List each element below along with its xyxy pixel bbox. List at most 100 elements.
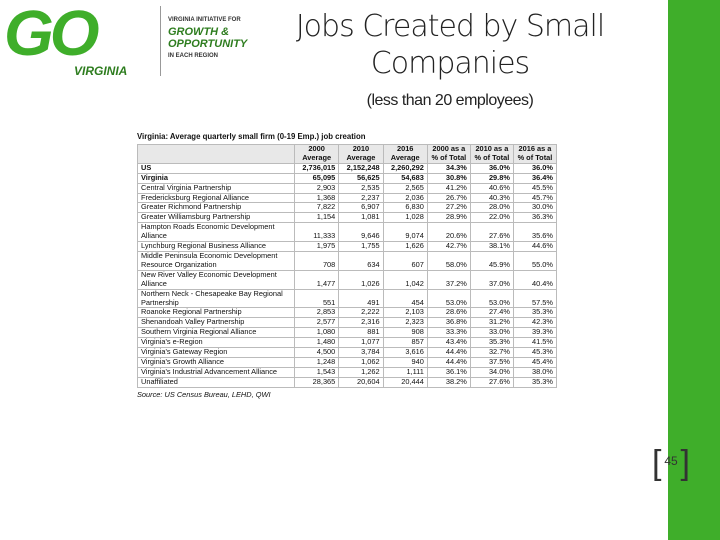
cell: 27.4% bbox=[469, 307, 514, 319]
row-label: Unaffiliated bbox=[137, 376, 295, 388]
tagline-line: VIRGINIA INITIATIVE FOR bbox=[168, 17, 241, 23]
table-row: Virginia's Gateway Region 4,500 3,784 3,616… bbox=[137, 347, 558, 358]
row-label: Greater Richmond Partnership bbox=[137, 202, 295, 214]
cell: 2,853 bbox=[293, 307, 340, 319]
table-row: Southern Virginia Regional Alliance 1,080… bbox=[137, 327, 558, 339]
table-row: Virginia 65,095 56,625 54,683 30.8% 29.8% 36.4… bbox=[137, 172, 558, 184]
cell: 2,903 bbox=[293, 182, 340, 194]
cell: 40.3% bbox=[469, 192, 514, 204]
cell: 44.4% bbox=[426, 356, 471, 368]
cell: 1,477 bbox=[293, 269, 340, 290]
cell: 2,736,015 bbox=[293, 162, 340, 174]
cell: 27.2% bbox=[426, 202, 471, 214]
row-label: Virginia's Industrial Advancement Allian… bbox=[137, 366, 295, 378]
cell: 1,028 bbox=[382, 212, 428, 224]
table-row: Central Virginia Partnership 2,903 2,535 2,… bbox=[137, 182, 558, 194]
cell: 11,333 bbox=[293, 222, 340, 243]
logo-state: VIRGINIA bbox=[74, 64, 128, 78]
cell: 37.2% bbox=[426, 269, 471, 290]
row-label: Hampton Roads Economic Development Allia… bbox=[137, 222, 295, 243]
cell: 53.0% bbox=[469, 288, 514, 309]
cell: 1,080 bbox=[293, 327, 340, 339]
table-row: Virginia's Industrial Advancement Allian… bbox=[137, 366, 558, 378]
cell: 45.5% bbox=[512, 182, 558, 194]
row-label: Middle Peninsula Economic Development Re… bbox=[137, 250, 295, 271]
cell: 37.5% bbox=[469, 356, 514, 368]
cell: 2,036 bbox=[382, 192, 428, 204]
cell: 28,365 bbox=[293, 376, 340, 388]
cell: 27.6% bbox=[469, 222, 514, 243]
cell: 33.0% bbox=[469, 327, 514, 339]
cell: 2,260,292 bbox=[382, 162, 428, 174]
cell: 2,103 bbox=[382, 307, 428, 319]
tagline-line: OPPORTUNITY bbox=[168, 38, 248, 50]
cell: 2,565 bbox=[382, 182, 428, 194]
cell: 45.3% bbox=[512, 347, 558, 358]
row-label: Fredericksburg Regional Alliance bbox=[137, 192, 295, 204]
cell: 42.3% bbox=[512, 317, 558, 329]
cell: 45.9% bbox=[469, 250, 514, 271]
cell: 35.3% bbox=[512, 307, 558, 319]
cell: 36.8% bbox=[426, 317, 471, 329]
table-row: Hampton Roads Economic Development Allia… bbox=[137, 222, 558, 243]
cell: 1,154 bbox=[293, 212, 340, 224]
source: Source: US Census Bureau, LEHD, QWI bbox=[137, 389, 271, 399]
cell: 35.3% bbox=[512, 376, 558, 388]
cell: 634 bbox=[338, 250, 384, 271]
cell: 2,316 bbox=[338, 317, 384, 329]
cell: 6,907 bbox=[338, 202, 384, 214]
cell: 37.0% bbox=[469, 269, 514, 290]
row-label: Virginia's Growth Alliance bbox=[137, 356, 295, 368]
table-row: Greater Williamsburg Partnership 1,154 1,0… bbox=[137, 212, 558, 224]
cell: 940 bbox=[382, 356, 428, 368]
logo: GO VIRGINIA VIRGINIA INITIATIVE FOR GROW… bbox=[4, 0, 274, 82]
cell: 41.2% bbox=[426, 182, 471, 194]
column-header: 2000 Average bbox=[293, 144, 340, 164]
column-header bbox=[137, 144, 295, 164]
cell: 607 bbox=[382, 250, 428, 271]
cell: 2,222 bbox=[338, 307, 384, 319]
table-row: Virginia's Growth Alliance 1,248 1,062 940 4… bbox=[137, 356, 558, 368]
row-label: US bbox=[137, 162, 295, 174]
cell: 29.8% bbox=[469, 172, 514, 184]
cell: 38.0% bbox=[512, 366, 558, 378]
row-label: Virginia bbox=[137, 172, 295, 184]
row-label: Northern Neck - Chesapeake Bay Regional … bbox=[137, 288, 295, 309]
cell: 45.7% bbox=[512, 192, 558, 204]
tagline: VIRGINIA INITIATIVE FOR GROWTH & OPPORTU… bbox=[168, 14, 247, 62]
cell: 708 bbox=[293, 250, 340, 271]
cell: 36.0% bbox=[512, 162, 558, 174]
logo-mark: GO bbox=[4, 0, 100, 69]
cell: 28.9% bbox=[426, 212, 471, 224]
cell: 36.4% bbox=[512, 172, 558, 184]
table: 2000 Average 2010 Average 2016 Average 2000… bbox=[137, 144, 558, 388]
cell: 6,830 bbox=[382, 202, 428, 214]
cell: 454 bbox=[382, 288, 428, 309]
cell: 881 bbox=[338, 327, 384, 339]
cell: 9,646 bbox=[338, 222, 384, 243]
cell: 908 bbox=[382, 327, 428, 339]
cell: 2,323 bbox=[382, 317, 428, 329]
cell: 31.2% bbox=[469, 317, 514, 329]
row-label: Virginia's e-Region bbox=[137, 337, 295, 349]
cell: 42.7% bbox=[426, 241, 471, 252]
row-label: Virginia's Gateway Region bbox=[137, 347, 295, 358]
table-row: Middle Peninsula Economic Development Re… bbox=[137, 250, 558, 271]
table-row: Fredericksburg Regional Alliance 1,368 2,2… bbox=[137, 192, 558, 204]
cell: 39.3% bbox=[512, 327, 558, 339]
cell: 2,152,248 bbox=[338, 162, 384, 174]
cell: 44.4% bbox=[426, 347, 471, 358]
row-label: Central Virginia Partnership bbox=[137, 182, 295, 194]
cell: 41.5% bbox=[512, 337, 558, 349]
cell: 20,444 bbox=[382, 376, 428, 388]
cell: 1,062 bbox=[338, 356, 384, 368]
cell: 9,074 bbox=[382, 222, 428, 243]
cell: 1,626 bbox=[382, 241, 428, 252]
tagline-line: GROWTH & bbox=[168, 26, 230, 38]
cell: 1,111 bbox=[382, 366, 428, 378]
cell: 1,262 bbox=[338, 366, 384, 378]
cell: 857 bbox=[382, 337, 428, 349]
cell: 1,081 bbox=[338, 212, 384, 224]
column-header: 2016 Average bbox=[382, 144, 428, 164]
cell: 1,368 bbox=[293, 192, 340, 204]
